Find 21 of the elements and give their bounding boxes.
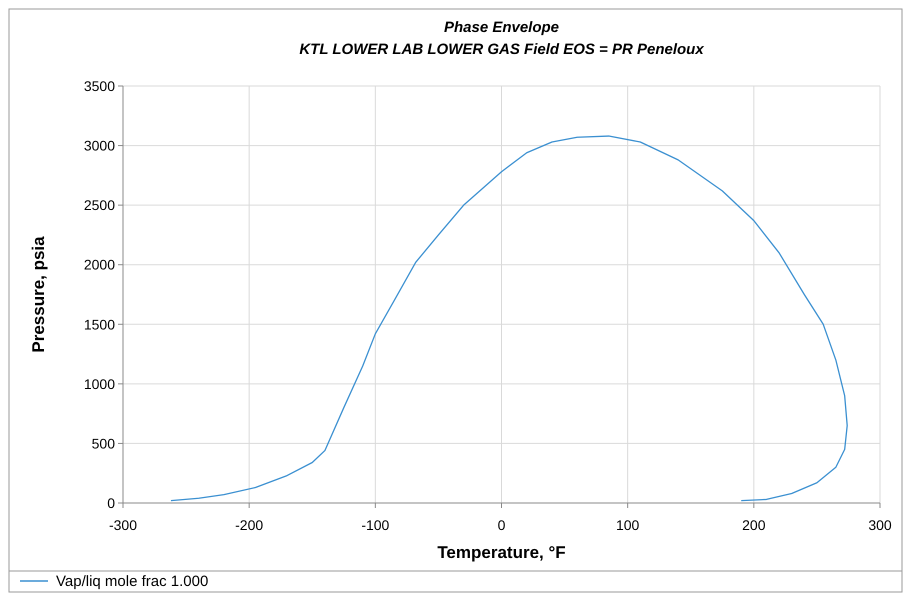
y-axis-title: Pressure, psia: [29, 236, 48, 353]
y-tick-label: 3500: [84, 78, 116, 94]
x-tick-label: -200: [235, 517, 264, 533]
y-tick-label: 500: [92, 435, 116, 452]
y-tick-label: 2000: [84, 256, 116, 273]
y-tick-label: 0: [107, 495, 116, 511]
y-tick-label: 3000: [84, 138, 116, 154]
line-series: [170, 135, 848, 502]
x-tick-label: -300: [108, 517, 138, 533]
y-tick-label: 1000: [84, 376, 116, 392]
x-axis-title: Temperature, °F: [437, 543, 566, 562]
x-tick-label: 0: [498, 517, 506, 533]
x-tick-label: 100: [616, 517, 640, 533]
x-tick-label: 200: [742, 517, 766, 533]
y-tick-label: 1500: [84, 316, 116, 332]
y-tick-label: 2500: [84, 197, 116, 214]
chart-title: Phase Envelope: [444, 19, 560, 36]
x-tick-label: 300: [868, 517, 892, 533]
x-tick-label: -100: [361, 517, 390, 533]
chart-subtitle: KTL LOWER LAB LOWER GAS Field EOS = PR Peneloux: [299, 41, 704, 58]
legend-label: Vap/liq mole frac 1.000: [56, 573, 208, 590]
